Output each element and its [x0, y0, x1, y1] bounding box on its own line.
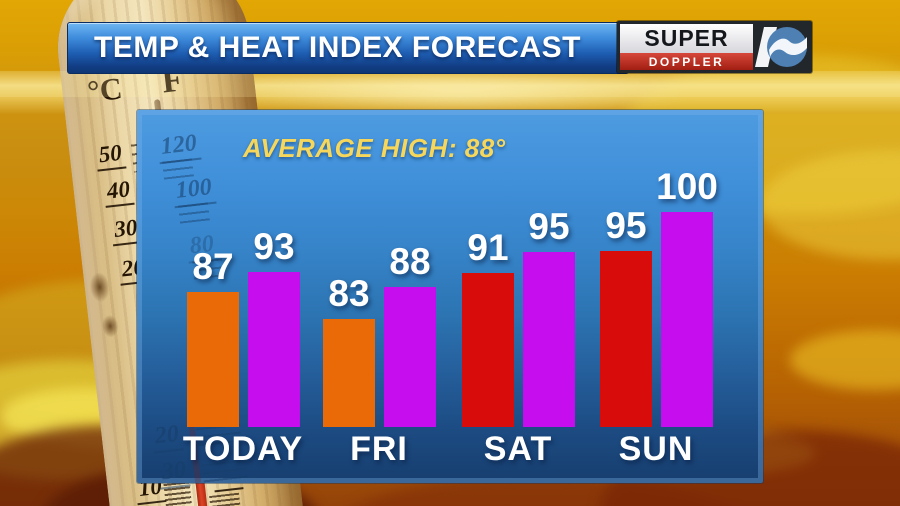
header-bar: TEMP & HEAT INDEX FORECAST	[67, 22, 629, 74]
temp-bar	[462, 273, 514, 427]
scale-number: 50	[94, 139, 127, 172]
channel-10-icon	[753, 24, 809, 70]
heat-index-value-label: 95	[528, 206, 570, 247]
day-label: FRI	[350, 430, 408, 468]
temp-value-label: 95	[605, 205, 647, 246]
bar-group: 87 93 TODAY	[183, 110, 302, 483]
heat-index-value-label: 100	[656, 166, 718, 207]
heat-index-value-label: 88	[389, 241, 431, 282]
logo-doppler-label: DOPPLER	[620, 53, 753, 70]
logo-text-block: SUPER DOPPLER	[620, 24, 753, 70]
page-title: TEMP & HEAT INDEX FORECAST	[94, 31, 581, 64]
heat-index-bar	[248, 272, 300, 427]
temp-bar	[187, 292, 239, 427]
heat-index-value-label: 93	[253, 226, 295, 267]
tick-marks	[209, 492, 246, 506]
temp-bar	[600, 251, 652, 427]
heat-index-bar	[661, 212, 713, 427]
temp-value-label: 87	[192, 246, 234, 287]
forecast-chart-panel: 120 100 80 20 30 AVERAGE HIGH: 88° 87 93 T…	[137, 110, 763, 490]
wood-knot	[97, 310, 123, 343]
temp-value-label: 91	[467, 227, 509, 268]
scale-number: 40	[102, 175, 135, 208]
logo-super-label: SUPER	[620, 24, 753, 53]
bar-group: 91 95 SAT	[462, 110, 575, 483]
day-label: SUN	[618, 430, 694, 468]
day-label: TODAY	[182, 430, 304, 468]
wood-knot	[84, 265, 115, 309]
bar-chart: 87 93 TODAY 83 88 FRI 91 95 SAT 95 100 SUN	[137, 110, 763, 483]
station-logo: SUPER DOPPLER	[617, 21, 812, 73]
day-label: SAT	[483, 430, 553, 468]
light-band-overlay	[0, 71, 900, 97]
temp-bar	[323, 319, 375, 427]
heat-index-bar	[523, 252, 575, 427]
bar-group: 83 88 FRI	[323, 110, 436, 483]
bar-group: 95 100 SUN	[600, 110, 718, 483]
heat-index-bar	[384, 287, 436, 427]
average-high-annotation: AVERAGE HIGH: 88°	[243, 133, 506, 163]
temp-value-label: 83	[328, 273, 370, 314]
